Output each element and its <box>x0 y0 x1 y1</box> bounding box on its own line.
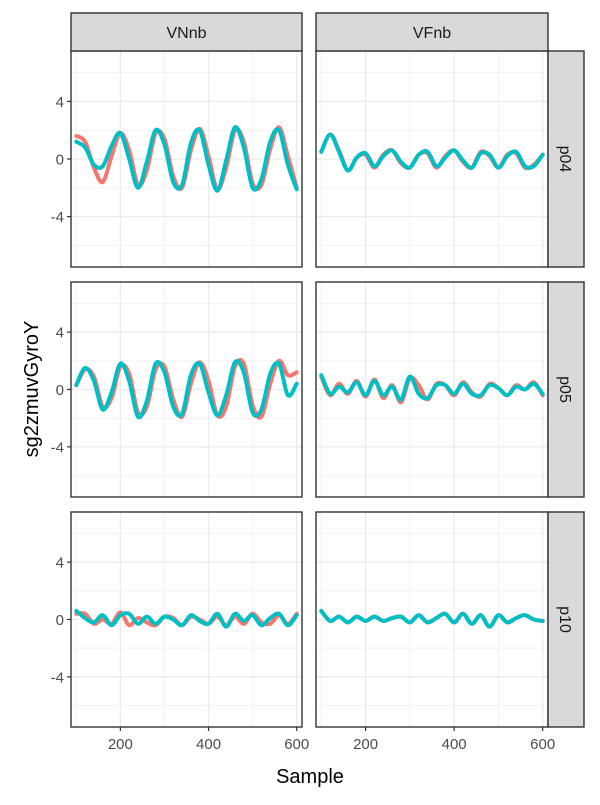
facet-label-col: VNnb <box>166 25 206 42</box>
x-tick-label: 600 <box>530 736 555 753</box>
y-tick-label: -4 <box>51 209 64 226</box>
facet-label-col: VFnb <box>413 25 451 42</box>
panel-lines <box>319 373 545 405</box>
y-tick-label: 4 <box>56 94 64 111</box>
y-tick-label: 4 <box>56 325 64 342</box>
x-tick-label: 200 <box>353 736 378 753</box>
x-axis-title: Sample <box>276 766 344 788</box>
panel-lines <box>74 357 299 420</box>
series-line-2 <box>319 608 545 629</box>
series-line-2 <box>74 125 299 193</box>
axes-layer: -4 0 4 -4 0 4 -4 0 4 200 400 600 200 400 600 <box>51 94 556 753</box>
series-line-2 <box>319 132 545 173</box>
x-tick-label: 200 <box>108 736 133 753</box>
series-line-2 <box>319 373 545 402</box>
panel-VNnb-p05 <box>70 281 303 498</box>
y-tick-label: -4 <box>51 669 64 686</box>
panel-lines <box>74 125 299 193</box>
series-line-2 <box>74 608 299 629</box>
y-tick-label: -4 <box>51 439 64 456</box>
x-tick-label: 400 <box>442 736 467 753</box>
strips-layer: VNnb VFnb p04 p05 p10 <box>70 12 585 728</box>
x-tick-label: 600 <box>284 736 309 753</box>
panel-VFnb-p04 <box>315 50 549 268</box>
y-tick-label: 0 <box>56 152 64 169</box>
facet-strip-row <box>547 50 585 268</box>
facet-strip-col <box>70 12 303 52</box>
y-tick-label: 4 <box>56 555 64 572</box>
panel-VNnb-p04 <box>70 50 303 268</box>
series-line-2 <box>74 359 299 420</box>
panel-VNnb-p10 <box>70 511 303 728</box>
facet-strip-row <box>547 511 585 728</box>
facet-label-row: p05 <box>556 376 573 403</box>
facet-label-row: p04 <box>556 146 573 173</box>
panel-lines <box>319 608 545 629</box>
facet-strip-row <box>547 281 585 498</box>
y-tick-label: 0 <box>56 382 64 399</box>
panel-lines <box>74 608 299 629</box>
x-tick-label: 400 <box>196 736 221 753</box>
panel-VFnb-p05 <box>315 281 549 498</box>
facet-label-row: p10 <box>556 606 573 633</box>
y-axis-title: sg2zmuvGyroY <box>21 321 43 458</box>
panel-VFnb-p10 <box>315 511 549 728</box>
panel-lines <box>319 132 545 173</box>
facet-strip-col <box>315 12 549 52</box>
y-tick-label: 0 <box>56 612 64 629</box>
panels-layer <box>70 50 549 728</box>
